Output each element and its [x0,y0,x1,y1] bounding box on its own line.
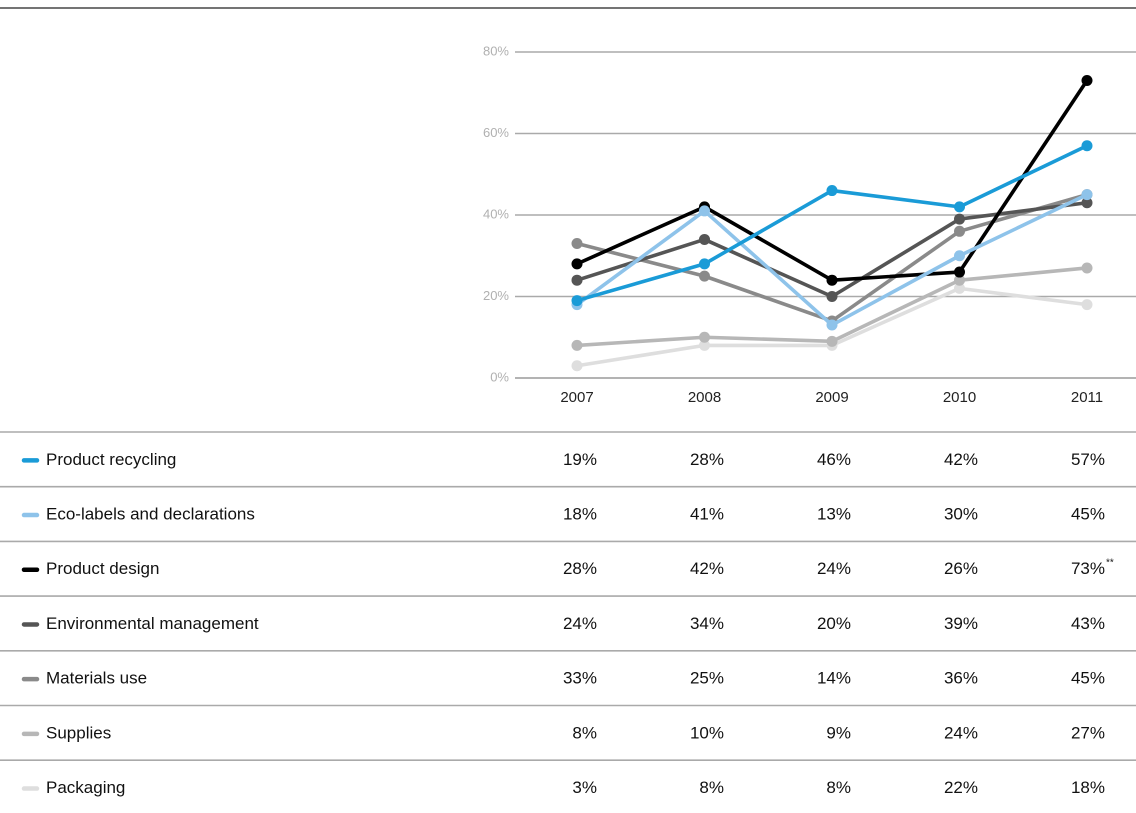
table-cell: 36% [944,669,978,688]
data-point [699,205,710,217]
legend-label: Supplies [46,723,111,742]
table-cell: 46% [817,450,851,469]
y-tick-label: 20% [483,288,509,303]
data-point [699,233,710,245]
data-point [571,360,583,372]
footnote-mark: ** [1106,557,1114,568]
data-point [699,339,710,351]
data-point [826,274,838,286]
table-cell: 39% [944,614,978,633]
table-cell: 42% [690,559,724,578]
table-cell: 28% [690,450,724,469]
x-tick-label: 2008 [688,389,721,406]
table-cell: 45% [1071,505,1105,524]
legend-label: Environmental management [46,614,259,633]
data-point [954,225,965,237]
table-cell: 24% [563,614,597,633]
table-cell: 8% [826,778,851,797]
legend-label: Product recycling [46,450,176,469]
table-cell: 33% [563,669,597,688]
table-cell: 3% [572,778,597,797]
table-cell: 22% [944,778,978,797]
table-cell: 19% [563,450,597,469]
table-cell: 30% [944,505,978,524]
y-tick-label: 60% [483,125,509,140]
data-point [826,335,838,347]
legend-label: Product design [46,559,159,578]
table-cell: 18% [563,505,597,524]
data-point [954,201,965,213]
data-point [954,213,965,225]
x-tick-label: 2011 [1071,389,1103,406]
data-point [1081,262,1093,274]
table-cell: 25% [690,669,724,688]
data-point [1081,197,1093,209]
data-point [1081,299,1093,311]
data-point [954,274,965,286]
data-point [954,282,965,294]
table-cell: 27% [1071,723,1105,742]
table-cell: 20% [817,614,851,633]
data-point [1081,75,1093,87]
data-point [826,185,838,197]
table-cell: 26% [944,559,978,578]
table-cell: 13% [817,505,851,524]
data-point [1081,140,1093,152]
table-cell: 57% [1071,450,1105,469]
data-point [571,339,583,351]
table-cell: 24% [944,723,978,742]
table-cell: 24% [817,559,851,578]
table-cell: 73% [1071,559,1105,578]
data-point [954,250,965,262]
table-cell: 43% [1071,614,1105,633]
table-cell: 10% [690,723,724,742]
table-cell: 34% [690,614,724,633]
table-cell: 28% [563,559,597,578]
data-point [826,291,838,302]
data-point [571,238,583,250]
table-cell: 18% [1071,778,1105,797]
data-point [571,258,583,270]
table-cell: 45% [1071,669,1105,688]
y-tick-label: 40% [483,206,509,221]
table-cell: 14% [817,669,851,688]
table-cell: 9% [826,723,851,742]
data-point [826,319,838,331]
data-point [571,295,583,307]
legend-label: Packaging [46,778,125,797]
table-cell: 8% [572,723,597,742]
data-point [699,331,710,343]
table-cell: 41% [690,505,724,524]
data-point [1081,189,1093,201]
legend-label: Materials use [46,669,147,688]
x-tick-label: 2010 [943,389,976,406]
data-point [571,274,583,286]
y-tick-label: 80% [483,43,509,58]
data-point [699,258,710,270]
table-cell: 42% [944,450,978,469]
data-point [699,270,710,282]
legend-label: Eco-labels and declarations [46,505,255,524]
x-tick-label: 2007 [560,389,593,406]
table-cell: 8% [699,778,724,797]
y-tick-label: 0% [490,369,509,384]
data-point [954,266,965,278]
x-tick-label: 2009 [815,389,848,406]
